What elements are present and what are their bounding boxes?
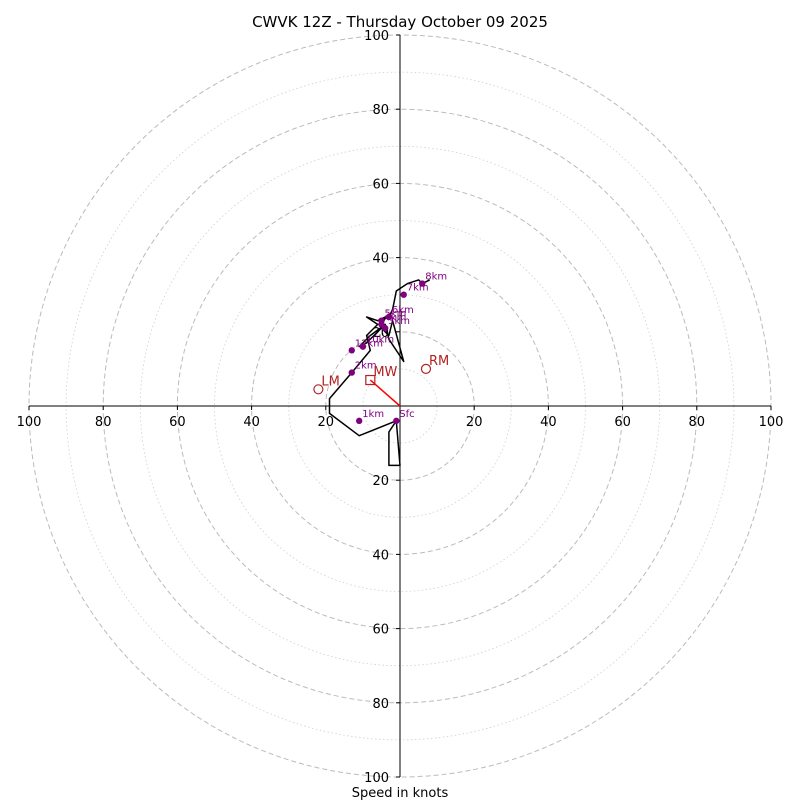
y-tick-label: 100	[364, 29, 389, 44]
storm-marker-circle	[313, 384, 324, 395]
height-marker-dot	[355, 417, 363, 425]
height-marker-label: 12km	[355, 338, 383, 349]
height-marker-dot	[348, 369, 355, 376]
y-tick-label: 80	[372, 697, 389, 712]
height-marker-dot	[378, 317, 385, 324]
height-marker-label: Sfc	[399, 409, 414, 420]
storm-marker-label: LM	[321, 374, 339, 389]
axis-ticks: 2020202040404040606060608080808010010010…	[17, 29, 784, 786]
height-marker-label: 1km	[362, 409, 384, 420]
y-tick-label: 20	[372, 474, 389, 489]
y-tick-label: 100	[364, 771, 389, 786]
x-tick-label: 80	[689, 415, 706, 430]
y-tick-label: 40	[372, 252, 389, 267]
storm-marker-label: MW	[373, 365, 397, 380]
storm-motion-markers: RM LM MW	[313, 354, 449, 395]
height-marker-label: 4km	[384, 312, 406, 323]
height-marker-dot	[393, 417, 400, 425]
y-tick-label: 80	[372, 103, 389, 118]
x-tick-label: 60	[169, 415, 186, 430]
x-tick-label: 100	[17, 415, 42, 430]
x-tick-label: 40	[243, 415, 260, 430]
height-marker-label: 5km	[384, 309, 406, 320]
y-tick-label: 60	[372, 623, 389, 638]
x-tick-label: 20	[466, 415, 483, 430]
storm-marker-circle	[420, 363, 432, 374]
x-tick-label: 80	[95, 415, 112, 430]
height-marker-label: 7km	[407, 283, 429, 294]
height-marker-label: 8km	[425, 272, 447, 283]
height-marker-label: 3km	[388, 316, 410, 327]
height-marker-dot	[419, 280, 426, 287]
y-tick-label: 40	[372, 548, 389, 563]
height-marker-dot	[400, 291, 407, 298]
x-tick-label: 20	[318, 415, 335, 430]
x-tick-label: 60	[614, 415, 631, 430]
y-tick-label: 60	[372, 177, 389, 192]
height-marker-label: 10km	[366, 335, 394, 346]
height-marker-dot	[359, 343, 367, 350]
wind-trace	[328, 279, 431, 467]
height-marker-dot	[348, 347, 355, 354]
height-marker-label: 2km	[355, 361, 377, 372]
storm-marker-square	[365, 374, 376, 386]
storm-marker-label: RM	[429, 354, 449, 369]
height-marker-dot	[385, 313, 393, 321]
chart-title: CWVK 12Z - Thursday October 09 2025	[252, 13, 548, 31]
x-axis-label: Speed in knots	[352, 786, 449, 800]
x-tick-label: 40	[540, 415, 557, 430]
height-marker-label: 6km	[392, 305, 414, 316]
x-tick-label: 100	[759, 415, 784, 430]
